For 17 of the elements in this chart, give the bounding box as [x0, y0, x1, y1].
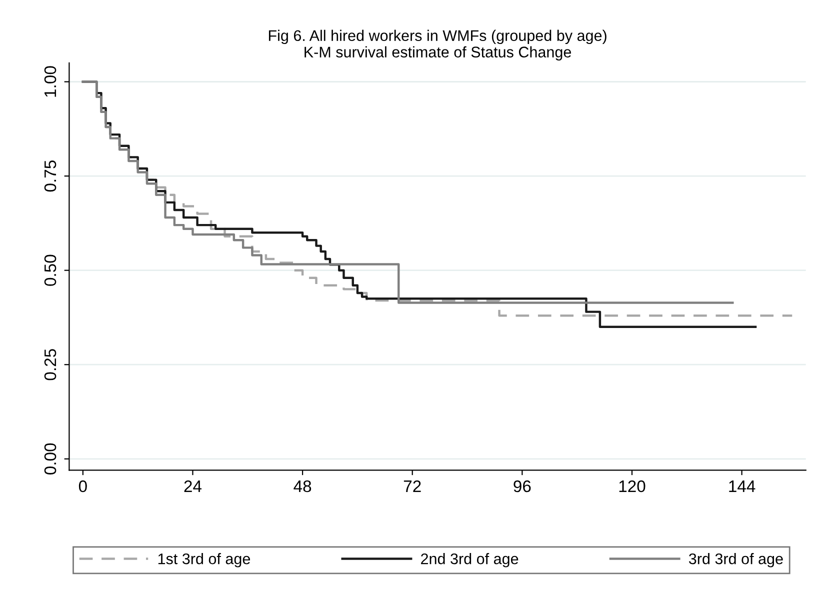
x-tick-label: 96 — [514, 480, 531, 492]
y-tick-label: 0.75 — [44, 160, 56, 192]
chart-subtitle: K-M survival estimate of Status Change — [304, 46, 572, 61]
x-tick-label: 0 — [78, 480, 87, 492]
chart-title: Fig 6. All hired workers in WMFs (grouped by age) — [268, 30, 606, 44]
x-tick-label: 48 — [294, 480, 312, 492]
x-tick-label: 72 — [404, 480, 421, 492]
x-tick-label: 120 — [619, 480, 646, 492]
x-tick-label: 24 — [184, 480, 202, 492]
legend-label: 2nd 3rd of age — [421, 553, 518, 568]
legend-label: 3rd 3rd of age — [688, 553, 783, 568]
y-tick-label: 0.50 — [44, 254, 56, 286]
y-tick-label: 1.00 — [44, 66, 56, 97]
x-tick-label: 144 — [729, 480, 756, 492]
legend-label: 1st 3rd of age — [158, 553, 250, 568]
y-tick-label: 0.25 — [44, 349, 56, 380]
y-tick-label: 0.00 — [44, 443, 56, 474]
